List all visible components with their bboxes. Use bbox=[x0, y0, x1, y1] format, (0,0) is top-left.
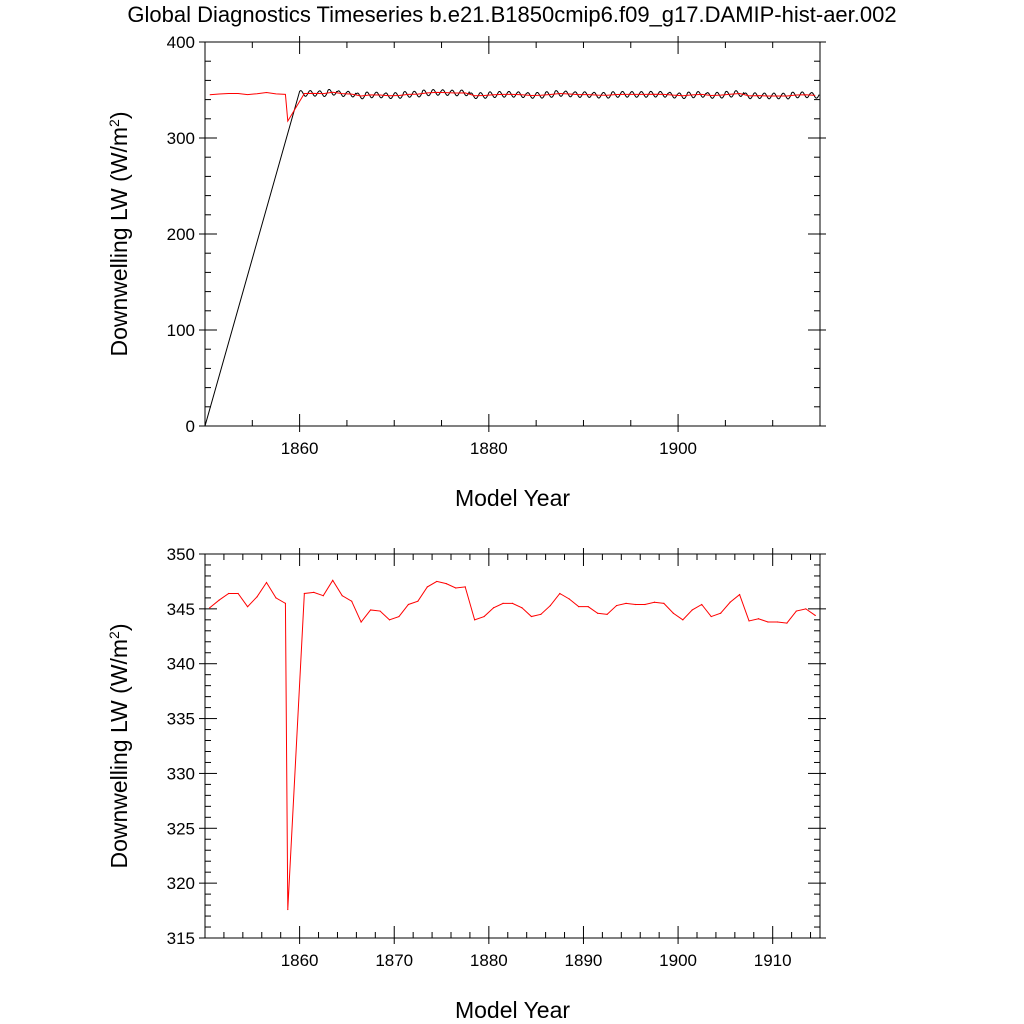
x-tick-label: 1900 bbox=[659, 439, 697, 458]
y-tick-label: 350 bbox=[167, 545, 195, 564]
x-tick-label: 1860 bbox=[281, 951, 319, 970]
annual-point bbox=[332, 579, 334, 581]
annual-point bbox=[483, 615, 485, 618]
y-tick-label: 200 bbox=[167, 225, 195, 244]
annual-point bbox=[246, 606, 249, 608]
top-plot: 1860 1880 1900 0 100 200 300 400 Model Year Downw… bbox=[106, 33, 826, 511]
annual-point bbox=[615, 604, 618, 607]
annual-point bbox=[682, 619, 684, 621]
annual-point bbox=[757, 618, 760, 620]
annual-point bbox=[436, 580, 438, 583]
annual-point bbox=[407, 603, 410, 606]
y-axis-label: Downwelling LW (W/m2) bbox=[106, 111, 132, 356]
annual-point bbox=[417, 600, 419, 602]
x-tick-label: 1880 bbox=[470, 439, 508, 458]
annual-point bbox=[729, 601, 731, 603]
annual-point bbox=[644, 603, 646, 606]
y-tick-label: 300 bbox=[167, 129, 195, 148]
annual-point bbox=[502, 602, 504, 604]
annual-point bbox=[767, 621, 769, 623]
annual-point bbox=[748, 620, 750, 622]
annual-point bbox=[388, 619, 391, 621]
annual-point bbox=[322, 595, 324, 597]
annual-point bbox=[209, 607, 211, 609]
annual-point bbox=[776, 621, 779, 623]
annual-point bbox=[445, 583, 447, 585]
annual-point bbox=[653, 601, 656, 603]
annual-point bbox=[805, 608, 807, 610]
annual-point bbox=[360, 621, 362, 623]
annual-point bbox=[606, 613, 608, 615]
annual-point bbox=[351, 600, 353, 602]
x-axis-label: Model Year bbox=[455, 997, 570, 1023]
x-tick-label: 1880 bbox=[470, 951, 508, 970]
annual-point bbox=[398, 615, 400, 618]
bottom-plot: 1860 1870 1880 1890 1900 1910 315 320 325 330 335 3… bbox=[106, 545, 826, 1023]
y-tick-label: 335 bbox=[167, 710, 195, 729]
y-tick-label: 320 bbox=[167, 874, 195, 893]
x-axis-label: Model Year bbox=[455, 485, 570, 511]
annual-point bbox=[521, 607, 523, 609]
y-tick-label: 0 bbox=[186, 417, 195, 436]
y-tick-label: 345 bbox=[167, 600, 195, 619]
annual-point bbox=[720, 612, 722, 614]
annual-point bbox=[795, 610, 797, 612]
annual-point bbox=[474, 619, 476, 621]
annual-point bbox=[597, 612, 599, 614]
x-tick-label: 1870 bbox=[375, 951, 413, 970]
annual-point bbox=[237, 592, 239, 595]
plot-frame bbox=[204, 553, 821, 939]
y-tick-label: 315 bbox=[167, 929, 195, 948]
y-tick-label: 340 bbox=[167, 655, 195, 674]
annual-point bbox=[530, 615, 533, 618]
annual-point bbox=[786, 622, 788, 624]
annual-point bbox=[256, 596, 258, 598]
annual-point bbox=[313, 591, 315, 594]
y-tick-label: 330 bbox=[167, 764, 195, 783]
annual-point bbox=[341, 595, 343, 597]
annual-point bbox=[287, 908, 289, 911]
annual-point bbox=[492, 607, 495, 609]
annual-point bbox=[228, 592, 230, 595]
annual-point bbox=[559, 592, 561, 595]
annual-point bbox=[814, 614, 816, 617]
annual-point bbox=[464, 586, 466, 588]
annual-point bbox=[663, 602, 665, 604]
annual-point bbox=[691, 609, 693, 611]
annual-point bbox=[303, 592, 305, 595]
x-tick-label: 1910 bbox=[754, 951, 792, 970]
annual-point bbox=[587, 606, 589, 608]
annual-point bbox=[284, 602, 287, 604]
annual-point bbox=[265, 581, 268, 584]
annual-point bbox=[511, 602, 514, 604]
annual-series-line bbox=[209, 579, 816, 910]
y-tick-label: 400 bbox=[167, 33, 195, 52]
annual-point bbox=[275, 597, 277, 599]
y-tick-label: 325 bbox=[167, 819, 195, 838]
annual-point bbox=[369, 609, 372, 611]
x-tick-label: 1900 bbox=[659, 951, 697, 970]
annual-point bbox=[578, 606, 580, 608]
page-title: Global Diagnostics Timeseries b.e21.B185… bbox=[127, 2, 897, 27]
annual-point bbox=[218, 599, 220, 601]
annual-point bbox=[634, 603, 637, 606]
x-tick-label: 1860 bbox=[281, 439, 319, 458]
annual-point bbox=[672, 612, 674, 614]
annual-point bbox=[455, 587, 457, 589]
annual-point bbox=[568, 598, 570, 600]
annual-point bbox=[738, 593, 741, 596]
annual-point bbox=[710, 615, 712, 618]
x-tick-label: 1890 bbox=[565, 951, 603, 970]
annual-series-line bbox=[209, 91, 816, 123]
annual-point bbox=[625, 602, 627, 604]
y-axis-label: Downwelling LW (W/m2) bbox=[106, 623, 132, 868]
annual-point bbox=[426, 586, 428, 588]
annual-point bbox=[549, 604, 551, 607]
y-tick-label: 100 bbox=[167, 321, 195, 340]
annual-point bbox=[701, 603, 703, 606]
monthly-series-line bbox=[205, 89, 820, 426]
annual-point bbox=[379, 610, 381, 612]
annual-point bbox=[540, 613, 542, 615]
